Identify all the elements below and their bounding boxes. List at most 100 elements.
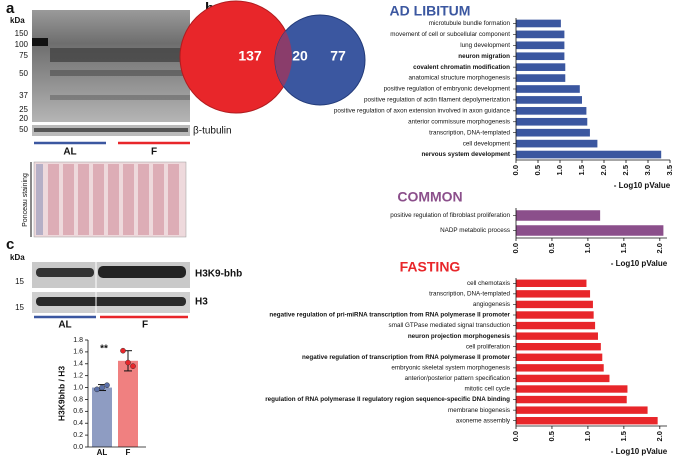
x-axis-label: - Log10 pValue [614, 181, 671, 190]
blot-band [36, 268, 94, 277]
category-label: NADP metabolic process [440, 227, 510, 234]
stain-lanes [48, 164, 179, 235]
blot-band [36, 297, 186, 306]
category-label: movement of cell or subcellular componen… [390, 31, 510, 38]
x-tick-label: 3.5 [665, 165, 673, 175]
bar [516, 417, 658, 425]
blot-band [50, 48, 190, 62]
group-label: F [151, 147, 157, 158]
bar [516, 374, 610, 383]
bar [516, 364, 604, 372]
x-axis-label: - Log10 pValue [611, 447, 668, 456]
category-label: covalent chromatin modification [413, 64, 510, 71]
bar [516, 210, 601, 221]
category-label: microtubule bundle formation [429, 20, 511, 27]
bar [516, 96, 582, 104]
marker-label: 50 [19, 69, 28, 78]
marker-label: 37 [19, 91, 28, 100]
category-label: neuron projection morphogenesis [408, 333, 511, 340]
bar [92, 387, 112, 447]
group-label: AL [63, 147, 76, 158]
category-label: negative regulation of pri-miRNA transcr… [269, 312, 510, 319]
bar [516, 395, 627, 404]
blot-image [32, 10, 190, 122]
bar [516, 290, 591, 298]
venn-count: 77 [330, 48, 346, 64]
blot-band [34, 128, 188, 132]
annotation: ** [100, 344, 108, 355]
x-tick-label: AL [97, 448, 108, 456]
bar [516, 74, 566, 82]
bar [516, 311, 594, 319]
panel-label: c [6, 236, 14, 253]
bar [516, 406, 648, 414]
bar [516, 128, 590, 137]
bar [516, 41, 565, 50]
x-tick-label: 2.0 [655, 431, 664, 441]
category-label: anatomical structure morphogenesis [408, 75, 510, 82]
category-label: anterior/posterior pattern specification [405, 375, 511, 382]
data-point [94, 386, 100, 393]
venn-count: 137 [238, 48, 262, 64]
category-label: cell chemotaxis [467, 280, 510, 287]
marker-label: 15 [15, 303, 24, 312]
x-tick-label: 0.5 [533, 165, 542, 175]
stain-label: Ponceau staining [22, 173, 29, 227]
bar [516, 85, 580, 93]
x-tick-label: 0.0 [511, 165, 520, 175]
bar [516, 321, 596, 330]
panel-label: a [6, 0, 15, 17]
blot-label: H3 [195, 297, 208, 308]
y-axis-label: H3K9bhb / H3 [56, 366, 66, 422]
category-label: lung development [460, 42, 510, 49]
chart-title: AD LIBITUM [390, 3, 471, 19]
y-tick-label: 1.8 [73, 337, 83, 344]
x-tick-label: 0.0 [511, 243, 520, 253]
y-tick-label: 0.6 [73, 408, 83, 415]
blot-band [50, 70, 190, 76]
y-tick-label: 0.4 [73, 420, 83, 427]
bar [516, 117, 588, 126]
marker-label: 75 [19, 51, 28, 60]
data-point [130, 363, 136, 369]
y-tick-label: 1.4 [73, 361, 83, 368]
x-tick-label: 0.5 [547, 243, 556, 253]
bar [516, 52, 565, 61]
blot-label: β-tubulin [193, 126, 232, 137]
bar [516, 30, 565, 39]
category-label: angiogenesis [473, 301, 510, 308]
bar [516, 63, 566, 71]
data-point [120, 347, 126, 354]
category-label: cell development [463, 140, 511, 147]
y-tick-label: 1.6 [73, 349, 83, 356]
venn-count: 20 [292, 48, 308, 64]
y-tick-label: 0.8 [73, 396, 83, 403]
x-tick-label: F [126, 448, 131, 456]
category-label: transcription, DNA-templated [429, 291, 510, 298]
y-tick-label: 1.0 [73, 384, 83, 391]
blot-band [32, 38, 48, 46]
chart-title: COMMON [397, 189, 462, 205]
category-label: membrane biogenesis [448, 407, 510, 414]
bar [516, 385, 628, 393]
data-point [125, 359, 131, 366]
category-label: positive regulation of actin filament de… [364, 97, 510, 104]
y-tick-label: 0.2 [73, 432, 83, 439]
category-label: positive regulation of embryonic develop… [384, 86, 511, 93]
category-label: positive regulation of fibroblast prolif… [390, 212, 510, 219]
bar [516, 225, 664, 236]
bar [118, 360, 138, 447]
x-tick-label: 0.5 [547, 431, 556, 441]
x-tick-label: 1.0 [583, 243, 592, 253]
group-label: AL [58, 320, 71, 331]
marker-label: 50 [19, 125, 28, 134]
category-label: small GTPase mediated signal transductio… [389, 322, 511, 329]
stain-ladder [36, 164, 43, 235]
x-tick-label: 2.5 [621, 165, 630, 175]
category-label: negative regulation of transcription fro… [302, 354, 510, 361]
bar [516, 343, 601, 351]
category-label: mitotic cell cycle [465, 386, 511, 393]
bar [516, 300, 593, 309]
x-tick-label: 1.0 [555, 165, 564, 175]
